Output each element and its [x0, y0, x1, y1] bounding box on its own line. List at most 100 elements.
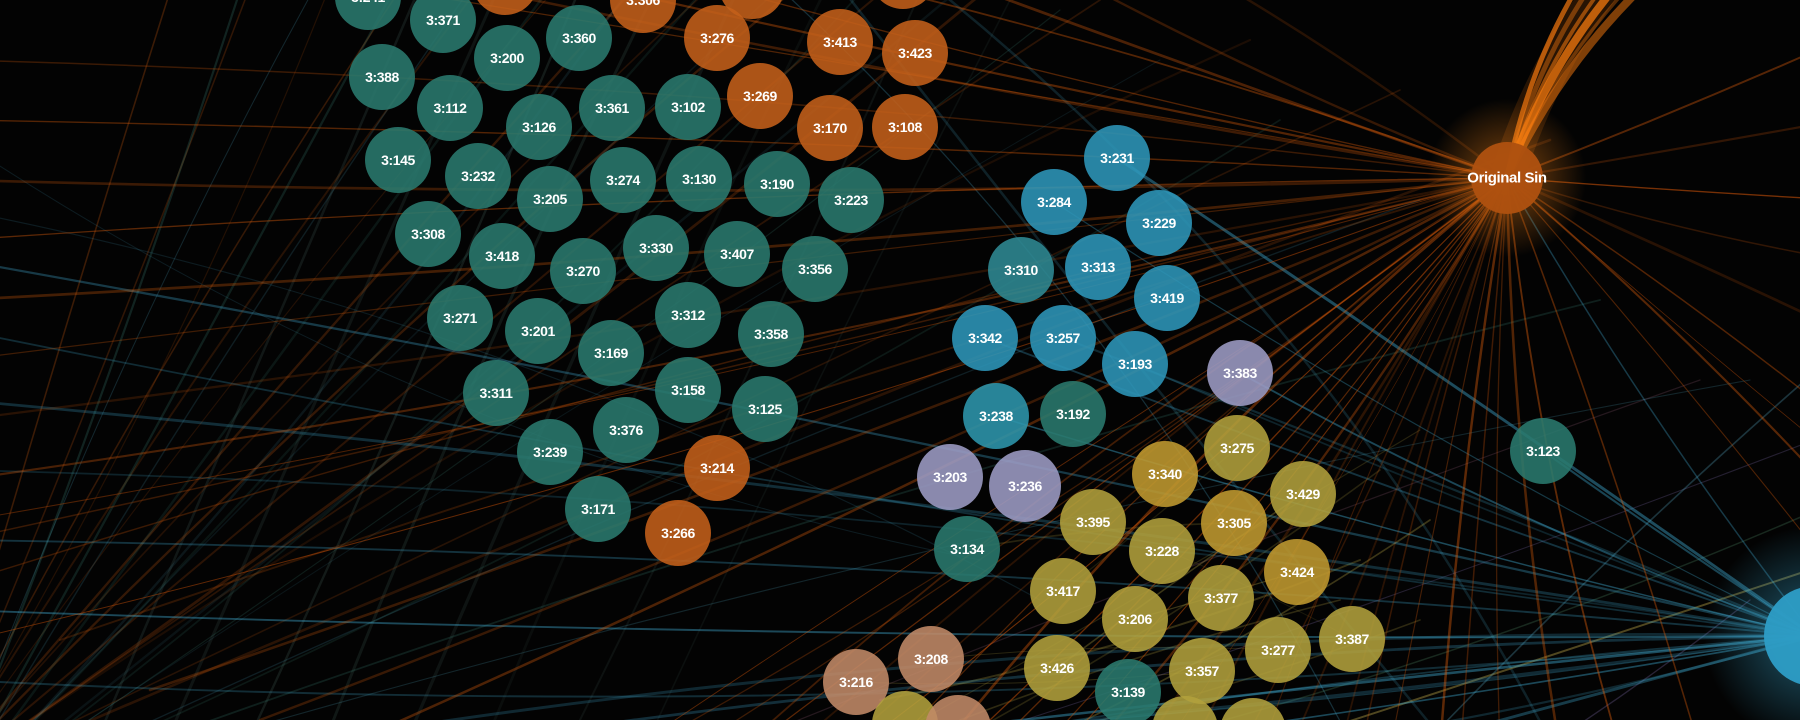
graph-node[interactable] — [1084, 125, 1150, 191]
edge — [256, 0, 577, 720]
graph-node[interactable] — [1132, 441, 1198, 507]
graph-node[interactable] — [655, 357, 721, 423]
node-label: 3:340 — [1148, 466, 1182, 482]
node-label: 3:236 — [1008, 478, 1042, 494]
graph-node[interactable] — [655, 282, 721, 348]
graph-node[interactable] — [963, 383, 1029, 449]
graph-node[interactable] — [1245, 617, 1311, 683]
graph-node[interactable] — [349, 44, 415, 110]
graph-node[interactable] — [1040, 381, 1106, 447]
graph-node[interactable] — [988, 237, 1054, 303]
graph-node[interactable] — [1095, 659, 1161, 720]
graph-node[interactable] — [1060, 489, 1126, 555]
graph-node[interactable] — [463, 360, 529, 426]
node-label: 3:277 — [1261, 642, 1295, 658]
graph-node[interactable] — [445, 143, 511, 209]
graph-node[interactable] — [1102, 331, 1168, 397]
graph-node[interactable] — [870, 0, 936, 9]
graph-node[interactable] — [1102, 586, 1168, 652]
graph-node[interactable] — [579, 75, 645, 141]
graph-node[interactable] — [1065, 234, 1131, 300]
graph-node[interactable] — [623, 215, 689, 281]
graph-node[interactable] — [1169, 638, 1235, 704]
graph-node[interactable] — [395, 201, 461, 267]
graph-node[interactable] — [797, 95, 863, 161]
graph-node[interactable] — [989, 450, 1061, 522]
graph-node[interactable] — [610, 0, 676, 33]
graph-node[interactable] — [517, 166, 583, 232]
graph-node[interactable] — [782, 236, 848, 302]
node-label: 3:123 — [1526, 443, 1560, 459]
graph-node[interactable] — [1030, 558, 1096, 624]
graph-node[interactable] — [872, 691, 938, 720]
graph-node[interactable] — [565, 476, 631, 542]
graph-node[interactable] — [1030, 305, 1096, 371]
graph-node[interactable] — [472, 0, 538, 15]
graph-node[interactable] — [1264, 539, 1330, 605]
graph-node[interactable] — [925, 695, 991, 720]
graph-node[interactable] — [727, 63, 793, 129]
graph-node[interactable] — [1220, 698, 1286, 720]
graph-node[interactable] — [872, 94, 938, 160]
graph-node[interactable] — [590, 147, 656, 213]
graph-node[interactable] — [934, 516, 1000, 582]
edge-group-teal-soft-streaks — [104, 0, 1011, 720]
graph-node[interactable] — [732, 376, 798, 442]
graph-node[interactable] — [1126, 190, 1192, 256]
graph-node[interactable] — [506, 94, 572, 160]
graph-node[interactable] — [517, 419, 583, 485]
graph-node[interactable] — [645, 500, 711, 566]
graph-node[interactable] — [469, 223, 535, 289]
graph-node[interactable] — [335, 0, 401, 30]
graph-node[interactable] — [666, 146, 732, 212]
hub-node[interactable] — [1471, 142, 1543, 214]
graph-node[interactable] — [427, 285, 493, 351]
graph-node[interactable] — [1024, 635, 1090, 701]
graph-node[interactable] — [1134, 265, 1200, 331]
graph-node[interactable] — [410, 0, 476, 53]
graph-node[interactable] — [578, 320, 644, 386]
graph-node[interactable] — [474, 25, 540, 91]
graph-node[interactable] — [823, 649, 889, 715]
graph-node[interactable] — [1204, 415, 1270, 481]
edge — [0, 0, 246, 624]
edge — [1446, 383, 1800, 720]
graph-node[interactable] — [684, 435, 750, 501]
graph-node[interactable] — [1207, 340, 1273, 406]
graph-node[interactable] — [738, 301, 804, 367]
graph-node[interactable] — [505, 298, 571, 364]
graph-node[interactable] — [882, 20, 948, 86]
graph-node[interactable] — [1201, 490, 1267, 556]
node-label: 3:223 — [834, 192, 868, 208]
graph-node[interactable] — [655, 74, 721, 140]
graph-node[interactable] — [550, 238, 616, 304]
graph-node[interactable] — [744, 151, 810, 217]
graph-node[interactable] — [1319, 606, 1385, 672]
graph-node[interactable] — [1270, 461, 1336, 527]
graph-node[interactable] — [684, 5, 750, 71]
node-label: 3:308 — [411, 226, 445, 242]
graph-node[interactable] — [546, 5, 612, 71]
graph-node[interactable] — [365, 127, 431, 193]
hub-node[interactable] — [1764, 586, 1800, 686]
graph-node[interactable] — [593, 397, 659, 463]
graph-node[interactable] — [1152, 696, 1218, 720]
graph-node[interactable] — [807, 9, 873, 75]
graph-node[interactable] — [898, 626, 964, 692]
graph-node[interactable] — [818, 167, 884, 233]
graph-node[interactable] — [1510, 418, 1576, 484]
graph-node[interactable] — [417, 75, 483, 141]
graph-node[interactable] — [917, 444, 983, 510]
node-label: 3:102 — [671, 99, 705, 115]
graph-node[interactable] — [704, 221, 770, 287]
graph-node[interactable] — [1188, 565, 1254, 631]
edge — [0, 402, 1800, 636]
edge — [0, 0, 239, 670]
edge — [0, 0, 395, 659]
edge — [1022, 444, 1800, 720]
graph-node[interactable] — [1129, 518, 1195, 584]
graph-node[interactable] — [1021, 169, 1087, 235]
graph-node[interactable] — [952, 305, 1018, 371]
